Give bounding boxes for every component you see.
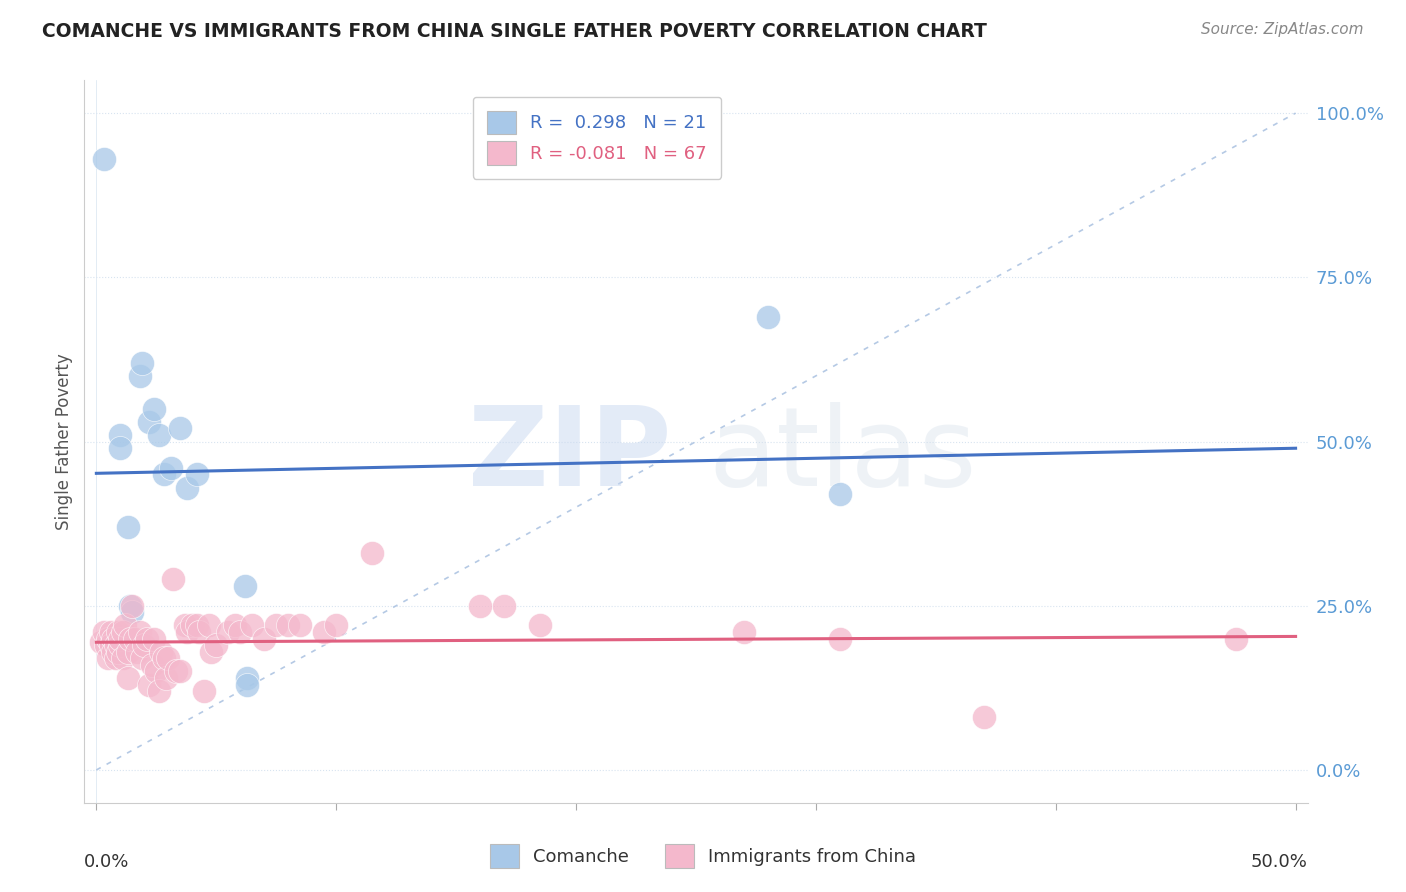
Point: [128, 625, 150, 640]
Point: [121, 599, 143, 613]
Point: [165, 665, 187, 679]
Point: [314, 625, 336, 640]
Text: Source: ZipAtlas.com: Source: ZipAtlas.com: [1201, 22, 1364, 37]
Point: [107, 625, 129, 640]
Point: [101, 645, 124, 659]
Point: [110, 428, 132, 442]
Point: [131, 356, 153, 370]
Point: [152, 651, 174, 665]
Point: [1225, 632, 1247, 646]
Point: [142, 401, 165, 416]
Point: [117, 645, 139, 659]
Point: [176, 481, 198, 495]
Point: [138, 415, 160, 429]
Point: [176, 625, 198, 640]
Point: [94, 638, 117, 652]
Point: [155, 671, 177, 685]
Point: [157, 651, 180, 665]
Point: [97, 651, 120, 665]
Text: ZIP: ZIP: [468, 402, 672, 509]
Point: [253, 632, 276, 646]
Point: [131, 651, 153, 665]
Point: [111, 625, 134, 640]
Point: [135, 632, 157, 646]
Point: [468, 599, 491, 613]
Point: [361, 546, 384, 560]
Legend: R =  0.298   N = 21, R = -0.081   N = 67: R = 0.298 N = 21, R = -0.081 N = 67: [472, 96, 721, 179]
Point: [121, 605, 143, 619]
Point: [134, 638, 156, 652]
Point: [217, 625, 239, 640]
Point: [110, 632, 132, 646]
Point: [138, 677, 160, 691]
Point: [529, 618, 551, 632]
Point: [97, 632, 120, 646]
Point: [264, 618, 287, 632]
Legend: Comanche, Immigrants from China: Comanche, Immigrants from China: [479, 834, 927, 879]
Point: [828, 632, 851, 646]
Point: [142, 632, 165, 646]
Text: atlas: atlas: [709, 402, 977, 509]
Point: [114, 618, 136, 632]
Point: [193, 684, 215, 698]
Point: [169, 665, 191, 679]
Text: COMANCHE VS IMMIGRANTS FROM CHINA SINGLE FATHER POVERTY CORRELATION CHART: COMANCHE VS IMMIGRANTS FROM CHINA SINGLE…: [42, 22, 987, 41]
Point: [169, 421, 191, 435]
Point: [107, 645, 129, 659]
Point: [236, 671, 259, 685]
Point: [277, 618, 299, 632]
Point: [973, 710, 995, 724]
Point: [118, 599, 141, 613]
Point: [159, 460, 181, 475]
Point: [828, 487, 851, 501]
Point: [111, 651, 134, 665]
Point: [117, 520, 139, 534]
Point: [148, 684, 170, 698]
Text: 0.0%: 0.0%: [84, 854, 129, 871]
Point: [104, 638, 127, 652]
Point: [236, 677, 259, 691]
Point: [93, 625, 115, 640]
Point: [124, 632, 146, 646]
Point: [104, 651, 127, 665]
Point: [205, 638, 228, 652]
Y-axis label: Single Father Poverty: Single Father Poverty: [55, 353, 73, 530]
Point: [128, 368, 150, 383]
Point: [110, 638, 132, 652]
Point: [118, 632, 141, 646]
Point: [117, 671, 139, 685]
Point: [325, 618, 347, 632]
Point: [224, 618, 246, 632]
Point: [733, 625, 755, 640]
Point: [240, 618, 263, 632]
Point: [198, 618, 221, 632]
Point: [145, 665, 167, 679]
Point: [150, 645, 173, 659]
Point: [186, 618, 208, 632]
Point: [127, 645, 149, 659]
Point: [290, 618, 312, 632]
Point: [200, 645, 222, 659]
Text: 50.0%: 50.0%: [1251, 854, 1308, 871]
Point: [188, 625, 211, 640]
Point: [162, 573, 184, 587]
Point: [229, 625, 252, 640]
Point: [100, 638, 122, 652]
Point: [152, 467, 174, 482]
Point: [494, 599, 516, 613]
Point: [174, 618, 197, 632]
Point: [100, 625, 122, 640]
Point: [181, 618, 204, 632]
Point: [101, 632, 124, 646]
Point: [148, 428, 170, 442]
Point: [756, 310, 779, 324]
Point: [186, 467, 208, 482]
Point: [141, 657, 163, 672]
Point: [93, 152, 115, 166]
Point: [90, 635, 112, 649]
Point: [233, 579, 256, 593]
Point: [110, 441, 132, 455]
